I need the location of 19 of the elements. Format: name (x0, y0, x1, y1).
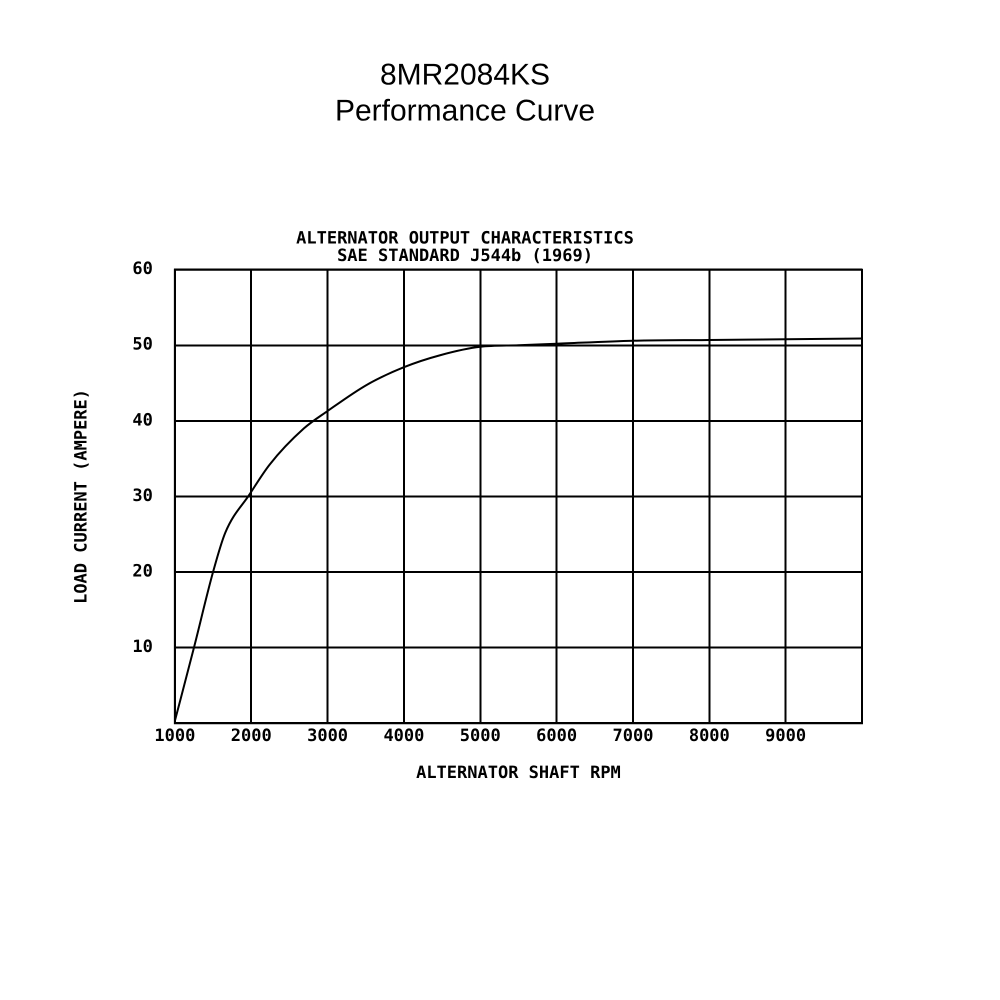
y-tick-label: 40 (132, 410, 153, 430)
x-tick-label: 1000 (154, 726, 196, 746)
y-tick-label: 30 (132, 486, 153, 506)
x-tick-label: 7000 (612, 726, 654, 746)
x-axis-title: ALTERNATOR SHAFT RPM (416, 763, 621, 784)
chart-subtitle: ALTERNATOR OUTPUT CHARACTERISTICS SAE STANDARD J544b (1969) (296, 228, 634, 266)
y-tick-label: 60 (132, 259, 153, 280)
chart-title: 8MR2084KS Performance Curve (334, 58, 596, 128)
x-tick-label: 4000 (383, 726, 424, 746)
x-tick-label: 8000 (688, 726, 730, 746)
x-tick-label: 2000 (230, 726, 272, 746)
y-tick-label: 20 (132, 561, 153, 582)
x-tick-label: 3000 (307, 726, 348, 746)
y-tick-label: 10 (132, 637, 153, 658)
x-tick-label: 6000 (536, 726, 578, 746)
x-tick-label: 5000 (460, 726, 501, 746)
y-axis-title: LOAD CURRENT (AMPERE) (72, 388, 92, 604)
y-tick-label: 50 (132, 334, 153, 355)
x-tick-label: 9000 (765, 726, 806, 746)
